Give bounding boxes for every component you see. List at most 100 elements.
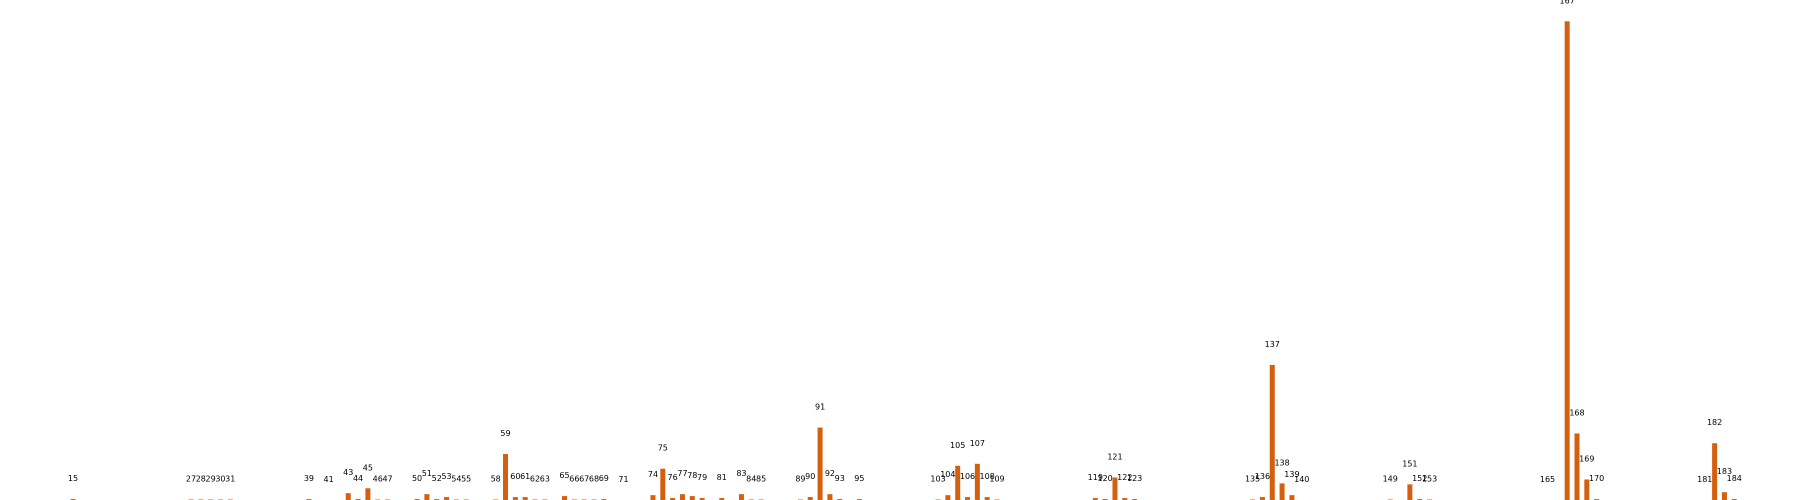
bar-x-51 xyxy=(424,494,430,500)
bar-x-104 xyxy=(945,495,951,500)
bar-label-x-50: 50 xyxy=(412,474,422,483)
bar-x-137 xyxy=(1269,364,1275,500)
bar-x-136 xyxy=(1259,497,1265,500)
bar-label-x-55: 55 xyxy=(461,475,471,484)
bar-x-76 xyxy=(670,498,676,500)
bar-x-167 xyxy=(1564,21,1570,500)
bar-label-x-95: 95 xyxy=(854,474,864,483)
bar-label-x-136: 136 xyxy=(1255,472,1270,481)
bar-label-x-149: 149 xyxy=(1383,475,1398,484)
bar-label-x-59: 59 xyxy=(500,429,510,438)
bar-label-x-169: 169 xyxy=(1579,454,1594,463)
bar-label-x-103: 103 xyxy=(930,475,945,484)
bar-label-x-58: 58 xyxy=(491,475,501,484)
bar-x-74 xyxy=(650,495,656,500)
bar-label-x-71: 71 xyxy=(618,475,628,484)
bar-label-x-60: 60 xyxy=(510,472,520,481)
bar-x-108 xyxy=(984,497,990,500)
bar-label-x-68: 68 xyxy=(589,475,599,484)
bar-label-x-122: 122 xyxy=(1117,473,1132,482)
bar-x-105 xyxy=(955,465,961,500)
bar-x-43 xyxy=(345,493,351,500)
bar-label-x-92: 92 xyxy=(825,469,835,478)
bar-x-119 xyxy=(1092,498,1098,500)
bar-x-61 xyxy=(522,497,528,500)
bar-label-x-74: 74 xyxy=(648,470,658,479)
bar-label-x-66: 66 xyxy=(569,475,579,484)
bar-x-121 xyxy=(1112,477,1118,500)
bar-label-x-46: 46 xyxy=(373,475,383,484)
bar-label-x-62: 62 xyxy=(530,475,540,484)
bar-label-x-109: 109 xyxy=(989,475,1004,484)
bar-x-75 xyxy=(660,468,666,500)
bar-label-x-52: 52 xyxy=(432,474,442,483)
bar-label-x-135: 135 xyxy=(1245,475,1260,484)
bar-x-169 xyxy=(1584,479,1590,500)
bar-label-x-83: 83 xyxy=(736,469,746,478)
bar-label-x-139: 139 xyxy=(1284,470,1299,479)
bar-label-x-108: 108 xyxy=(980,472,995,481)
bar-label-x-152: 152 xyxy=(1412,474,1427,483)
bar-label-x-77: 77 xyxy=(677,469,687,478)
bar-x-183 xyxy=(1721,492,1727,500)
bar-label-x-90: 90 xyxy=(805,472,815,481)
bar-label-x-51: 51 xyxy=(422,469,432,478)
bar-label-x-78: 78 xyxy=(687,471,697,480)
bar-label-x-106: 106 xyxy=(960,472,975,481)
bar-x-78 xyxy=(689,496,695,500)
bar-x-168 xyxy=(1574,433,1580,500)
bar-label-x-43: 43 xyxy=(343,468,353,477)
bar-label-x-151: 151 xyxy=(1402,459,1417,468)
bar-x-45 xyxy=(365,488,371,500)
bar-label-x-81: 81 xyxy=(717,473,727,482)
bar-label-x-45: 45 xyxy=(363,463,373,472)
bar-label-x-84: 84 xyxy=(746,475,756,484)
bar-label-x-153: 153 xyxy=(1422,475,1437,484)
bar-label-x-137: 137 xyxy=(1265,340,1280,349)
bar-label-x-138: 138 xyxy=(1274,458,1289,467)
bar-label-x-27: 27 xyxy=(186,475,196,484)
bar-x-79 xyxy=(699,498,705,500)
bar-label-x-85: 85 xyxy=(756,475,766,484)
bar-x-60 xyxy=(512,497,518,500)
bar-x-92 xyxy=(827,494,833,500)
bar-label-x-93: 93 xyxy=(835,474,845,483)
bar-label-x-31: 31 xyxy=(225,475,235,484)
bar-label-x-168: 168 xyxy=(1569,408,1584,417)
bar-label-x-167: 167 xyxy=(1560,0,1575,5)
bar-label-x-182: 182 xyxy=(1707,418,1722,427)
bar-label-x-63: 63 xyxy=(540,475,550,484)
bar-label-x-107: 107 xyxy=(970,439,985,448)
bar-label-x-67: 67 xyxy=(579,475,589,484)
bar-x-83 xyxy=(738,494,744,500)
bar-label-x-105: 105 xyxy=(950,441,965,450)
bar-x-151 xyxy=(1407,484,1413,500)
bar-label-x-91: 91 xyxy=(815,403,825,412)
bar-label-x-165: 165 xyxy=(1540,475,1555,484)
bar-label-x-75: 75 xyxy=(658,444,668,453)
bar-label-x-121: 121 xyxy=(1107,453,1122,462)
bar-x-90 xyxy=(807,497,813,500)
bar-x-122 xyxy=(1122,498,1128,500)
bar-label-x-53: 53 xyxy=(441,472,451,481)
bar-x-59 xyxy=(503,454,509,500)
bar-label-x-44: 44 xyxy=(353,474,363,483)
bar-label-x-15: 15 xyxy=(68,474,78,483)
bar-x-139 xyxy=(1289,495,1295,500)
bar-x-106 xyxy=(965,497,971,500)
bar-label-x-89: 89 xyxy=(795,475,805,484)
bars-layer xyxy=(70,21,1737,500)
bar-x-182 xyxy=(1712,443,1718,500)
bar-x-81 xyxy=(719,498,725,500)
bar-label-x-65: 65 xyxy=(559,471,569,480)
bar-x-91 xyxy=(817,427,823,500)
bar-label-x-184: 184 xyxy=(1727,474,1742,483)
bar-label-x-76: 76 xyxy=(668,473,678,482)
bar-label-x-29: 29 xyxy=(206,475,216,484)
bar-x-77 xyxy=(679,494,685,500)
bar-label-x-61: 61 xyxy=(520,472,530,481)
bar-label-x-69: 69 xyxy=(599,474,609,483)
bar-label-x-104: 104 xyxy=(940,470,955,479)
bar-label-x-181: 181 xyxy=(1697,475,1712,484)
